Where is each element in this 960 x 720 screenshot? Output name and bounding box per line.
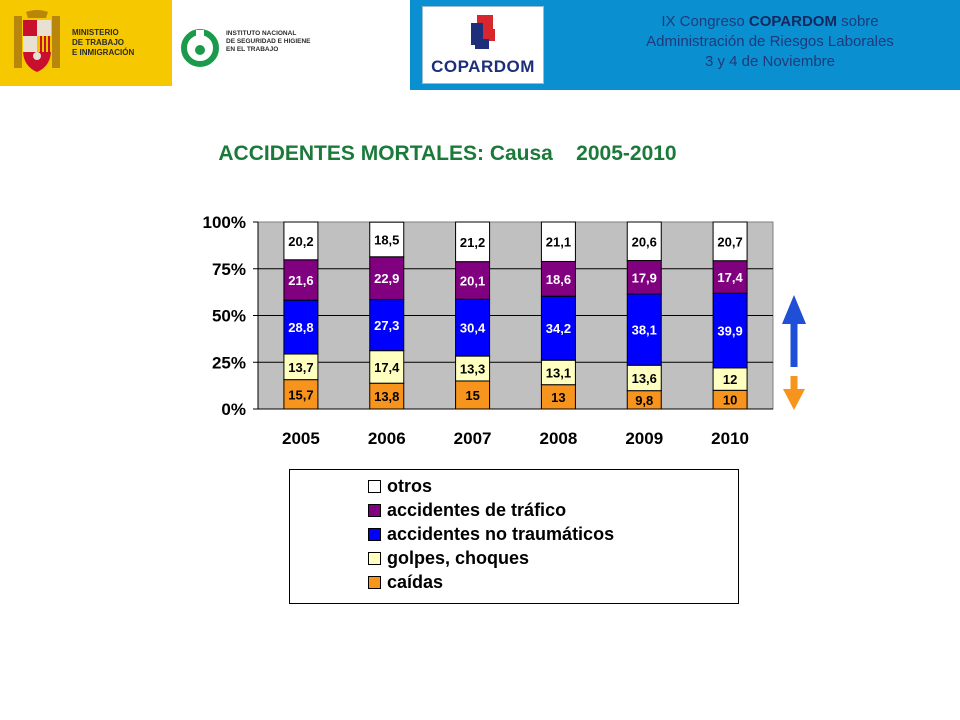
legend-item: accidentes no traumáticos <box>368 523 614 545</box>
data-label: 22,9 <box>374 271 399 286</box>
congress-line-2: Administración de Riesgos Laborales <box>646 33 894 50</box>
data-label: 13 <box>551 390 565 405</box>
copardom-mark-icon <box>471 15 495 49</box>
bar-segment <box>455 261 491 300</box>
data-label: 12 <box>723 372 737 387</box>
data-label: 18,5 <box>374 232 399 247</box>
bar-segment <box>283 299 319 355</box>
chart-legend: otros accidentes de tráfico accidentes no … <box>289 469 739 604</box>
data-label: 10 <box>723 393 737 408</box>
x-tick-label: 2006 <box>368 429 406 448</box>
bar-segment <box>626 221 662 262</box>
arrow-up-icon <box>782 295 806 367</box>
data-label: 20,1 <box>460 273 485 288</box>
bar-segment <box>283 353 319 381</box>
legend-item: caídas <box>368 571 443 593</box>
legend-item: otros <box>368 475 432 497</box>
data-label: 38,1 <box>632 323 657 338</box>
data-label: 34,2 <box>546 321 571 336</box>
legend-label: golpes, choques <box>387 547 530 568</box>
legend-swatch <box>368 479 381 493</box>
data-label: 27,3 <box>374 318 399 333</box>
institute-name: INSTITUTO NACIONAL DE SEGURIDAD E HIGIEN… <box>226 30 311 53</box>
bar-segment <box>369 221 405 258</box>
x-tick-label: 2007 <box>454 429 492 448</box>
y-tick-label: 100% <box>203 213 246 232</box>
bar-segment <box>712 260 748 294</box>
congress-line-1: IX Congreso COPARDOM sobre <box>661 13 879 30</box>
ministry-name: MINISTERIO DE TRABAJO E INMIGRACIÓN <box>72 28 135 57</box>
x-tick-label: 2008 <box>540 429 578 448</box>
copardom-logo: COPARDOM <box>422 6 544 84</box>
x-tick-label: 2010 <box>711 429 749 448</box>
bar-segment <box>626 364 662 392</box>
data-label: 13,7 <box>288 360 313 375</box>
ministry-logo: MINISTERIO DE TRABAJO E INMIGRACIÓN <box>0 0 172 86</box>
data-label: 21,1 <box>546 235 571 250</box>
data-label: 13,3 <box>460 362 485 377</box>
y-tick-label: 75% <box>212 260 246 279</box>
data-label: 21,2 <box>460 235 485 250</box>
header-logos: MINISTERIO DE TRABAJO E INMIGRACIÓN INST… <box>0 0 410 90</box>
y-tick-label: 25% <box>212 353 246 372</box>
y-tick-label: 50% <box>212 307 246 326</box>
bar-segment <box>540 295 576 361</box>
data-label: 28,8 <box>288 320 313 335</box>
trend-arrows <box>782 295 806 410</box>
data-label: 13,6 <box>632 371 657 386</box>
congress-info: IX Congreso COPARDOM sobre Administració… <box>600 12 940 72</box>
bar-segment <box>540 359 576 386</box>
bar-segment <box>540 384 576 410</box>
arrow-down-icon <box>783 376 805 410</box>
legend-item: golpes, choques <box>368 547 529 569</box>
legend-swatch <box>368 527 381 541</box>
data-label: 15,7 <box>288 387 313 402</box>
legend-label: accidentes no traumáticos <box>387 523 615 544</box>
data-label: 13,1 <box>546 365 571 380</box>
insht-circle-icon <box>181 29 219 67</box>
data-label: 17,4 <box>374 360 400 375</box>
legend-swatch <box>368 575 381 589</box>
legend-swatch <box>368 551 381 565</box>
bar-segment <box>712 221 748 262</box>
y-tick-label: 0% <box>221 400 246 419</box>
data-label: 30,4 <box>460 321 486 336</box>
data-label: 20,6 <box>632 234 657 249</box>
data-label: 13,8 <box>374 389 399 404</box>
x-tick-label: 2005 <box>282 429 320 448</box>
insht-logo: INSTITUTO NACIONAL DE SEGURIDAD E HIGIEN… <box>176 8 328 86</box>
congress-line-3: 3 y 4 de Noviembre <box>704 53 836 70</box>
data-label: 9,8 <box>635 393 653 408</box>
bar-segment <box>455 221 491 263</box>
data-label: 17,4 <box>717 270 743 285</box>
legend-item: accidentes de tráfico <box>368 499 566 521</box>
legend-swatch <box>368 503 381 517</box>
x-tick-label: 2009 <box>625 429 663 448</box>
congress-banner: COPARDOM IX Congreso COPARDOM sobre Admi… <box>410 0 960 90</box>
plot-area: 0% 25% 50% 75% 100% 15,7 13,7 28,8 21,6 20,2 2005 1… <box>203 213 774 448</box>
data-label: 15 <box>465 388 479 403</box>
legend-label: accidentes de tráfico <box>387 499 567 520</box>
bar-segment <box>455 298 491 357</box>
bar-segment <box>369 256 405 301</box>
data-label: 20,2 <box>288 234 313 249</box>
copardom-wordmark: COPARDOM <box>431 57 535 76</box>
bar-segment <box>455 355 491 382</box>
bar-segment <box>283 221 319 261</box>
bar-segment <box>455 380 491 410</box>
data-label: 20,7 <box>717 234 742 249</box>
data-label: 21,6 <box>288 273 313 288</box>
bar-segment <box>540 221 576 262</box>
coat-of-arms-icon <box>14 10 60 72</box>
chart-title: ACCIDENTES MORTALES: Causa 2005-2010 <box>218 142 677 165</box>
legend-label: otros <box>387 475 432 496</box>
bar-segment <box>369 299 405 352</box>
data-label: 39,9 <box>717 324 742 339</box>
data-label: 17,9 <box>632 270 657 285</box>
legend-label: caídas <box>387 571 444 592</box>
data-label: 18,6 <box>546 272 571 287</box>
